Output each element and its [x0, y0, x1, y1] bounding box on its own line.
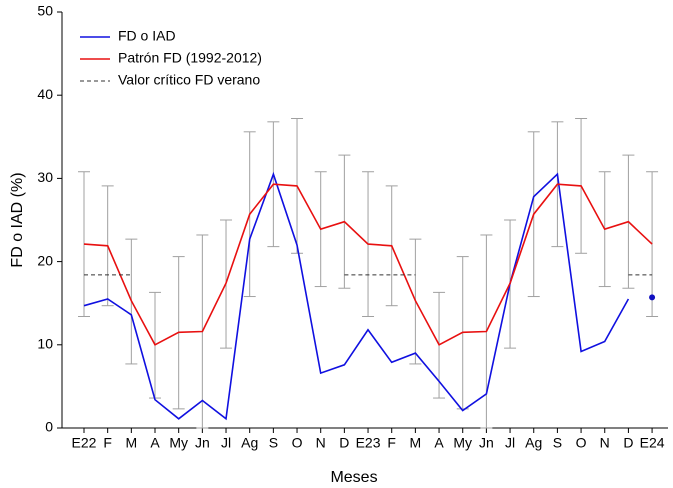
x-tick-label: O	[292, 435, 303, 451]
legend-label: Valor crítico FD verano	[118, 72, 260, 88]
x-tick-label: D	[623, 435, 633, 451]
x-axis-label: Meses	[330, 469, 377, 486]
x-tick-label: Jl	[505, 435, 515, 451]
x-tick-label: My	[169, 435, 188, 451]
x-tick-label: E23	[356, 435, 381, 451]
x-tick-label: Ag	[525, 435, 542, 451]
x-tick-label: F	[103, 435, 112, 451]
x-tick-label: N	[316, 435, 326, 451]
x-tick-label: Jl	[221, 435, 231, 451]
y-tick-label: 10	[37, 336, 53, 352]
x-tick-label: A	[434, 435, 444, 451]
x-tick-label: D	[339, 435, 349, 451]
x-tick-label: M	[410, 435, 422, 451]
legend-label: FD o IAD	[118, 28, 176, 44]
x-tick-label: Jn	[195, 435, 210, 451]
y-tick-label: 30	[37, 169, 53, 185]
x-tick-label: S	[553, 435, 562, 451]
x-tick-label: Ag	[241, 435, 258, 451]
x-tick-label: E24	[640, 435, 665, 451]
point	[649, 294, 656, 301]
x-tick-label: S	[269, 435, 278, 451]
y-tick-label: 40	[37, 86, 53, 102]
x-tick-label: E22	[72, 435, 97, 451]
legend-label: Patrón FD (1992-2012)	[118, 50, 262, 66]
x-tick-label: N	[600, 435, 610, 451]
x-tick-label: O	[576, 435, 587, 451]
x-tick-label: A	[150, 435, 160, 451]
series-line	[83, 183, 653, 346]
x-tick-label: My	[453, 435, 472, 451]
y-axis-label: FD o IAD (%)	[9, 172, 26, 267]
y-tick-label: 0	[45, 419, 53, 435]
x-tick-label: Jn	[479, 435, 494, 451]
y-tick-label: 50	[37, 3, 53, 19]
series-line	[83, 171, 630, 421]
y-tick-label: 20	[37, 252, 53, 268]
x-tick-label: F	[387, 435, 396, 451]
x-tick-label: M	[126, 435, 138, 451]
